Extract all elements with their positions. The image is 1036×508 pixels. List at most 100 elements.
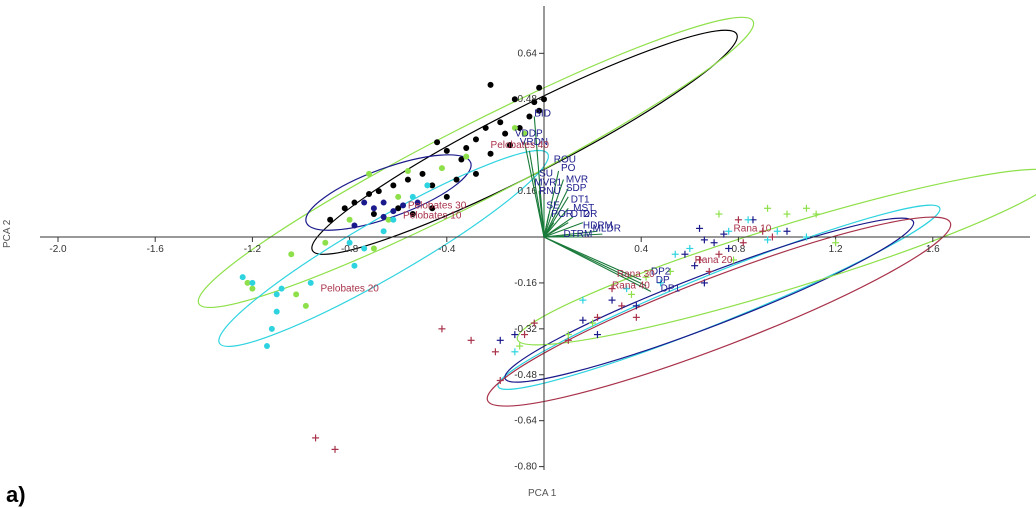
- pelobates-point-navy: [380, 213, 387, 220]
- rana-point-navy: [593, 331, 601, 339]
- vector-label-dr: DR: [583, 209, 597, 220]
- pelobates-point-black: [536, 107, 543, 114]
- rana-point-cyan: [671, 250, 679, 258]
- pelobates-point-black: [541, 96, 547, 103]
- vector-label-mvr: MVR: [566, 174, 588, 185]
- pelobates-point-black: [366, 190, 373, 197]
- vector-label-por: POR: [551, 209, 573, 220]
- pelobates-point-black: [341, 205, 348, 212]
- rana-point-green: [666, 267, 674, 275]
- rana-point-maroon: [739, 239, 747, 247]
- rana-point-maroon: [521, 331, 529, 339]
- rana-point-navy: [579, 316, 587, 324]
- vector-label-vrdn: VRDN: [520, 137, 548, 148]
- group-label: Rana 10: [734, 223, 772, 234]
- group-label: Rana 30: [617, 269, 655, 280]
- y-tick-label: -0.32: [514, 324, 537, 335]
- pelobates-point-black: [458, 156, 465, 163]
- y-tick-label: 0.48: [518, 94, 538, 105]
- loading-vector-mvr: [543, 187, 569, 238]
- vector-label-hdrm: HDRM: [583, 220, 613, 231]
- rana-point-maroon: [331, 445, 339, 453]
- rana-point-cyan: [773, 227, 781, 235]
- group-label: Pelobates 10: [403, 210, 462, 221]
- rana-point-cyan: [686, 244, 694, 252]
- pelobates-point-cyan: [409, 193, 416, 200]
- rana-point-maroon: [593, 313, 601, 321]
- pelobates-point-green: [370, 245, 377, 252]
- rana-point-green: [516, 342, 524, 350]
- y-tick-label: -0.80: [514, 462, 537, 473]
- ellipses-layer: [197, 16, 1036, 407]
- vector-label-sdp: SDP: [566, 183, 587, 194]
- x-axis-title: PCA 1: [528, 488, 557, 499]
- vectors-layer: [524, 116, 652, 293]
- rana-point-cyan: [623, 285, 631, 293]
- pelobates-point-black: [472, 136, 479, 143]
- pelobates-point-black: [487, 81, 494, 88]
- rana-point-maroon: [467, 336, 475, 344]
- confidence-ellipse-maroon: [486, 216, 952, 407]
- pelobates-point-black: [531, 99, 538, 106]
- vector-label-rou: ROU: [554, 154, 576, 165]
- pelobates-point-cyan: [307, 279, 314, 286]
- pelobates-point-black: [516, 124, 523, 131]
- pelobates-point-black: [511, 96, 518, 103]
- confidence-ellipse-green: [516, 168, 1036, 346]
- group-label: Pelobates 20: [320, 284, 379, 295]
- rana-point-green: [802, 204, 810, 212]
- pelobates-point-black: [472, 170, 479, 177]
- vector-label-dt2: DT2: [571, 209, 590, 220]
- pelobates-point-cyan: [278, 285, 285, 292]
- rana-point-maroon: [496, 377, 504, 384]
- vector-label-dt1: DT1: [571, 195, 590, 206]
- x-tick-label: 1.2: [829, 244, 843, 255]
- rana-point-maroon: [768, 233, 776, 241]
- rana-point-green: [730, 256, 738, 264]
- rana-point-maroon: [696, 256, 704, 264]
- y-tick-label: -0.16: [514, 278, 537, 289]
- loading-vector-por: [543, 222, 555, 238]
- rana-point-green: [812, 210, 820, 218]
- rana-point-navy: [496, 336, 504, 344]
- pelobates-point-black: [434, 139, 441, 146]
- y-axis-title: PCA 2: [2, 219, 13, 248]
- vector-label-dp2: DP2: [651, 266, 671, 277]
- y-tick-label: -0.48: [514, 370, 537, 381]
- pelobates-point-black: [395, 205, 402, 212]
- rana-point-navy: [608, 296, 616, 304]
- group-label: Pelobates 40: [491, 140, 550, 151]
- rana-point-navy: [783, 227, 791, 235]
- rana-point-maroon: [438, 325, 446, 333]
- confidence-ellipse-green: [197, 16, 755, 309]
- pelobates-point-black: [502, 130, 509, 137]
- pelobates-point-black: [327, 216, 334, 223]
- pelobates-point-black: [409, 211, 416, 218]
- confidence-ellipse-navy: [305, 154, 472, 231]
- rana-point-navy: [700, 279, 708, 287]
- pelobates-point-black: [429, 205, 436, 212]
- rana-point-navy: [696, 224, 704, 232]
- vector-label-po: PO: [561, 163, 576, 174]
- pelobates-point-green: [395, 193, 402, 200]
- group-label: Pelobates 30: [408, 200, 467, 211]
- pelobates-point-navy: [351, 222, 358, 229]
- rana-point-cyan: [764, 236, 772, 244]
- rana-point-green: [564, 331, 572, 339]
- vector-label-rnu: RNU: [539, 186, 561, 197]
- confidence-ellipse-navy: [504, 217, 915, 383]
- pelobates-point-navy: [390, 208, 397, 215]
- rana-point-green: [642, 273, 650, 281]
- group-label: Rana 40: [612, 281, 650, 292]
- pelobates-point-navy: [414, 199, 421, 206]
- pelobates-point-green: [293, 291, 300, 298]
- pelobates-point-navy: [400, 202, 407, 209]
- rana-point-green: [783, 210, 791, 218]
- pelobates-point-black: [443, 193, 450, 200]
- pelobates-point-navy: [370, 205, 377, 212]
- rana-point-cyan: [725, 227, 733, 235]
- vector-label-dp1: DP1: [661, 284, 681, 295]
- pelobates-point-black: [463, 145, 470, 152]
- rana-point-navy: [511, 331, 519, 339]
